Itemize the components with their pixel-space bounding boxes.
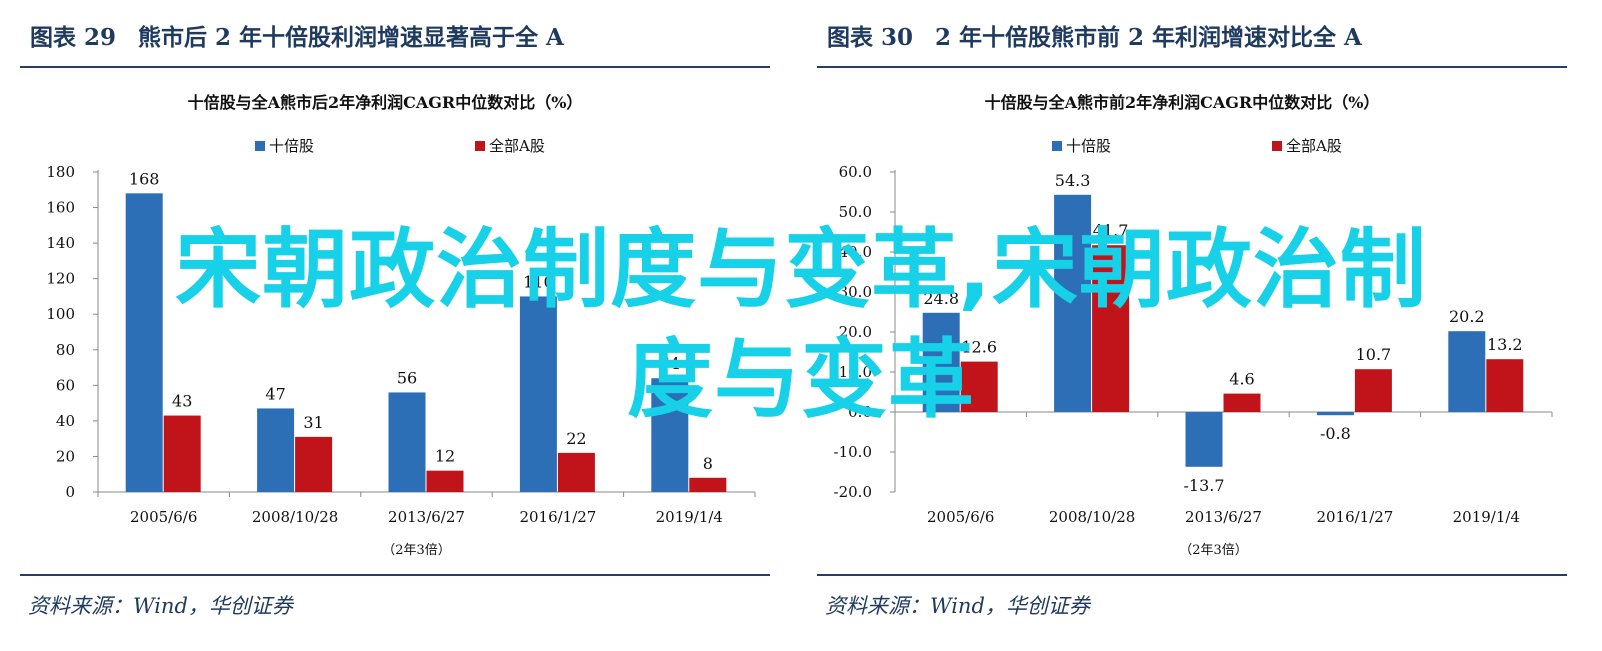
data-label: 20.2 xyxy=(1449,307,1485,326)
y-tick-label: -10.0 xyxy=(834,443,872,461)
legend-label: 全部A股 xyxy=(489,137,545,155)
y-tick-label: 100 xyxy=(46,305,75,323)
bar xyxy=(1185,412,1223,467)
source-note: 资料来源：Wind，华创证券 xyxy=(28,594,293,618)
bar xyxy=(1092,245,1130,412)
figure-29-panel: 图表 29 熊市后 2 年十倍股利润增速显著高于全 A 十倍股与全A熊市后2年净利… xyxy=(0,0,770,651)
legend-label: 十倍股 xyxy=(1066,137,1111,155)
y-tick-label: 40.0 xyxy=(839,243,872,261)
data-label: 12 xyxy=(435,447,455,466)
figure-caption: 熊市后 2 年十倍股利润增速显著高于全 A xyxy=(138,24,564,51)
data-label: -13.7 xyxy=(1183,476,1224,495)
bar xyxy=(1054,194,1092,412)
y-tick-label: -20.0 xyxy=(834,483,872,501)
y-tick-label: 50.0 xyxy=(839,203,872,221)
data-label: 4.6 xyxy=(1229,370,1254,389)
data-label: 110 xyxy=(523,272,554,291)
y-tick-label: 0 xyxy=(65,483,75,501)
legend-swatch xyxy=(1272,141,1282,151)
y-tick-label: 180 xyxy=(46,163,75,181)
data-label: 54.3 xyxy=(1055,171,1091,190)
chart-figure-30: 十倍股与全A熊市前2年净利润CAGR中位数对比（%） 十倍股 全部A股 -20.0 -1… xyxy=(834,93,1553,558)
x-tick-label: 2005/6/6 xyxy=(927,508,994,526)
bar xyxy=(125,193,163,493)
data-label: 12.6 xyxy=(961,338,997,357)
bar xyxy=(1448,331,1486,412)
bar xyxy=(922,312,960,412)
bar xyxy=(388,392,426,492)
x-tick-label: 2013/6/27 xyxy=(388,508,465,526)
bar xyxy=(426,470,464,492)
data-label: 22 xyxy=(566,429,586,448)
x-tick-label: 2005/6/6 xyxy=(130,508,197,526)
data-label: -0.8 xyxy=(1320,424,1351,443)
x-axis-note: （2年3倍） xyxy=(382,543,451,558)
top-rule xyxy=(817,66,1567,68)
figure-caption: 2 年十倍股熊市前 2 年利润增速对比全 A xyxy=(935,24,1362,51)
bar xyxy=(1354,369,1392,412)
bottom-rule xyxy=(817,574,1567,576)
y-tick-label: 0.0 xyxy=(848,403,872,421)
y-tick-label: 40 xyxy=(56,412,75,430)
x-tick-label: 2008/10/28 xyxy=(1049,508,1135,526)
figure-title: 图表 30 2 年十倍股熊市前 2 年利润增速对比全 A xyxy=(827,18,1362,52)
y-tick-label: 140 xyxy=(46,234,75,252)
data-label: 43 xyxy=(172,392,192,411)
y-tick-label: 30.0 xyxy=(839,283,872,301)
legend-swatch xyxy=(255,141,265,151)
bottom-rule xyxy=(20,574,770,576)
y-tick-label: 10.0 xyxy=(839,363,872,381)
x-tick-label: 2008/10/28 xyxy=(252,508,338,526)
bar xyxy=(163,415,201,492)
figure-title: 图表 29 熊市后 2 年十倍股利润增速显著高于全 A xyxy=(30,18,564,52)
x-axis-note: （2年3倍） xyxy=(1179,543,1248,558)
bar xyxy=(651,378,689,492)
bar xyxy=(295,436,333,492)
y-tick-label: 80 xyxy=(56,341,75,359)
chart-figure-29: 十倍股与全A熊市后2年净利润CAGR中位数对比（%） 十倍股 全部A股 0 20 40 60… xyxy=(46,93,756,558)
y-tick-label: 160 xyxy=(46,199,75,217)
source-note: 资料来源：Wind，华创证券 xyxy=(825,594,1090,618)
legend-label: 十倍股 xyxy=(269,137,314,155)
data-label: 24.8 xyxy=(923,289,959,308)
legend-label: 全部A股 xyxy=(1286,137,1342,155)
data-label: 168 xyxy=(129,169,160,188)
data-label: 56 xyxy=(397,368,417,387)
chart-title: 十倍股与全A熊市后2年净利润CAGR中位数对比（%） xyxy=(188,93,583,112)
legend-swatch xyxy=(1052,141,1062,151)
data-label: 47 xyxy=(265,384,285,403)
data-label: 31 xyxy=(303,413,323,432)
data-label: 41.7 xyxy=(1093,221,1129,240)
data-label: 10.7 xyxy=(1356,345,1392,364)
bar xyxy=(689,477,727,492)
x-tick-label: 2016/1/27 xyxy=(519,508,596,526)
bar xyxy=(519,296,557,492)
x-tick-label: 2013/6/27 xyxy=(1185,508,1262,526)
bar xyxy=(1486,359,1524,412)
figure-number: 图表 29 xyxy=(30,24,117,51)
x-tick-label: 2019/1/4 xyxy=(1453,508,1520,526)
bar xyxy=(1316,412,1354,416)
figure-30-panel: 图表 30 2 年十倍股熊市前 2 年利润增速对比全 A 十倍股与全A熊市前2年净… xyxy=(797,0,1567,651)
y-tick-label: 20 xyxy=(56,447,75,465)
data-label: 64 xyxy=(660,354,680,373)
legend-swatch xyxy=(475,141,485,151)
data-label: 13.2 xyxy=(1487,335,1523,354)
bar xyxy=(257,408,295,492)
bar xyxy=(557,452,595,492)
x-tick-label: 2019/1/4 xyxy=(656,508,723,526)
y-tick-label: 120 xyxy=(46,270,75,288)
y-tick-label: 20.0 xyxy=(839,323,872,341)
top-rule xyxy=(20,66,770,68)
bar xyxy=(960,361,998,412)
figure-number: 图表 30 xyxy=(827,24,914,51)
y-tick-label: 60.0 xyxy=(839,163,872,181)
bar xyxy=(1223,393,1261,412)
data-label: 8 xyxy=(703,454,713,473)
y-tick-label: 60 xyxy=(56,376,75,394)
x-tick-label: 2016/1/27 xyxy=(1316,508,1393,526)
chart-title: 十倍股与全A熊市前2年净利润CAGR中位数对比（%） xyxy=(985,93,1380,112)
